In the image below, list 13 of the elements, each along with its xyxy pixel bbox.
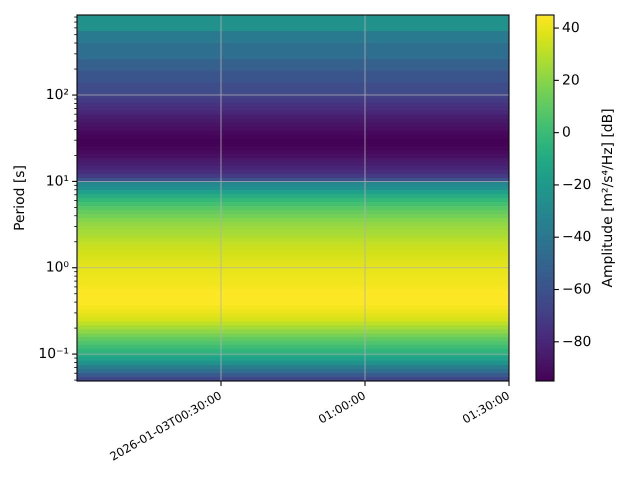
y-axis-title: Period [s]: [12, 165, 28, 231]
y-tick-label: 10²: [46, 87, 69, 104]
y-tick-label: 10¹: [46, 173, 69, 190]
y-tick-label: 10⁰: [46, 260, 70, 276]
color-bar-label: −80: [562, 334, 592, 350]
color-bar-label: −60: [562, 282, 592, 298]
color-bar-label: 20: [562, 72, 580, 88]
color-bar-label: −20: [562, 176, 592, 193]
color-bar-label: 40: [562, 20, 580, 36]
color-bar-label: 0: [562, 124, 571, 141]
y-tick-label: 10⁻¹: [38, 346, 69, 362]
color-bar-title: Amplitude [m²/s⁴/Hz] [dB]: [600, 108, 616, 288]
color-bar-label: −40: [562, 229, 592, 246]
